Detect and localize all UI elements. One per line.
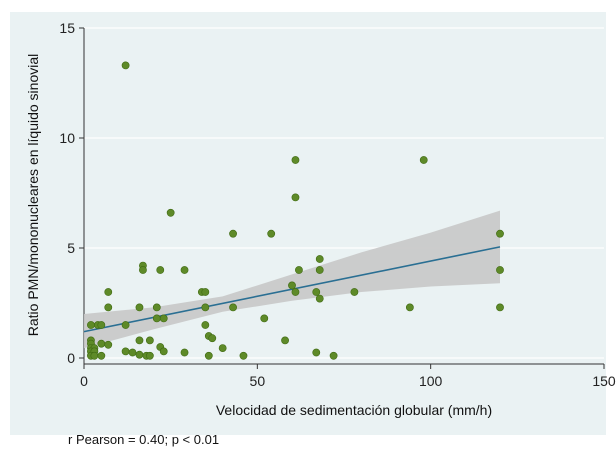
data-point [315,266,324,274]
data-point [159,347,168,356]
data-point [152,314,161,323]
data-point [128,348,137,357]
x-tick-label: 50 [250,373,266,389]
data-point [159,314,168,323]
data-point [288,281,296,290]
data-point [405,303,414,312]
x-tick-label: 150 [592,373,616,389]
data-point [329,351,338,360]
data-point [208,334,217,343]
data-point [350,288,359,296]
data-point [204,351,213,360]
data-point [229,229,237,238]
confidence-band [84,210,500,349]
data-point [201,321,210,329]
data-point [218,344,227,352]
y-axis-title: Ratio PMN/mononucleares en líquido sinov… [25,54,41,336]
data-point [104,288,113,296]
data-point [312,348,321,357]
data-point [152,303,161,312]
data-point [419,156,428,164]
data-point [145,336,154,345]
data-point [156,266,165,274]
data-point [201,303,210,312]
data-point [496,229,504,238]
data-point [312,288,321,296]
data-point [315,294,324,303]
data-point [121,321,130,329]
data-point [295,266,303,274]
data-point [291,288,300,296]
data-point [145,351,154,360]
data-point [496,303,504,312]
data-point [291,156,300,164]
data-point [139,266,147,274]
data-point [180,348,189,357]
data-point [166,208,175,217]
data-point [97,339,106,348]
y-tick-label: 10 [59,130,75,146]
data-point [135,303,144,312]
data-point [121,61,130,70]
data-point [315,255,324,263]
data-point [267,229,276,238]
data-point [97,351,106,360]
y-tick-label: 5 [67,240,75,256]
x-axis-title: Velocidad de sedimentación globular (mm/… [216,402,492,418]
data-point [260,314,269,323]
data-point [229,303,237,312]
y-tick-label: 15 [59,20,75,36]
data-point [104,303,113,312]
pearson-caption: r Pearson = 0.40; p < 0.01 [68,432,220,447]
data-point [90,351,99,360]
data-point [201,288,210,296]
data-point [291,193,300,202]
data-point [496,266,504,274]
data-point [180,266,189,274]
data-point [135,350,144,359]
data-point [87,321,95,329]
y-tick-label: 0 [67,350,75,366]
data-point [281,336,289,345]
data-point [121,347,130,356]
x-tick-label: 100 [419,373,443,389]
data-point [104,340,113,349]
data-point [239,351,248,360]
data-point [135,336,144,345]
x-tick-label: 0 [80,373,88,389]
data-point [97,321,106,329]
